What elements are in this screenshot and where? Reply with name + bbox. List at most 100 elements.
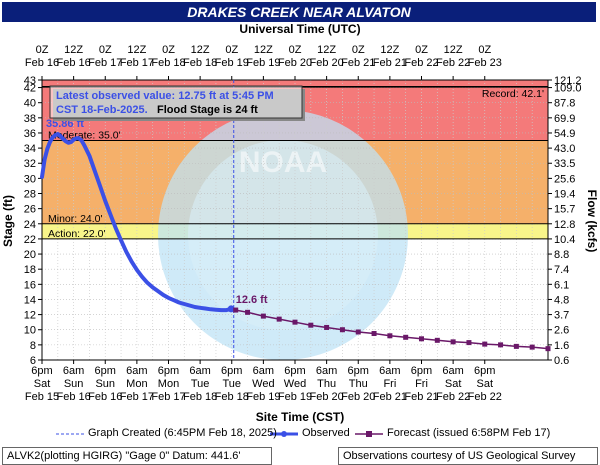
- flow-tick-label: 19.4: [554, 189, 575, 201]
- x-tick-time: 6pm: [284, 365, 305, 377]
- left-axis-title: Stage (ft): [1, 195, 15, 247]
- forecast-point: [387, 333, 393, 339]
- y-tick-label: 8: [30, 340, 36, 352]
- top-tick-time: 12Z: [64, 44, 83, 56]
- top-tick-date: Feb 19: [246, 57, 280, 69]
- x-tick-time: 6pm: [158, 365, 179, 377]
- flow-tick-label: 10.4: [554, 234, 575, 246]
- flow-tick-label: 121.2: [554, 75, 582, 87]
- y-tick-label: 18: [24, 264, 36, 276]
- flow-tick-label: 109.0: [554, 83, 582, 95]
- peak-label: 35.86 ft: [46, 118, 84, 130]
- legend: Graph Created (6:45PM Feb 18, 2025) Obse…: [0, 426, 600, 442]
- noaa-watermark-inner: [188, 140, 378, 330]
- observed-series-line: [40, 132, 234, 313]
- x-tick-time: 6am: [379, 365, 400, 377]
- x-tick-date: Feb 17: [120, 391, 154, 403]
- top-tick-time: 0Z: [99, 44, 112, 56]
- footer-datum: ALVK2(plotting HGIRG) "Gage 0" Datum: 44…: [2, 447, 272, 465]
- top-tick-date: Feb 22: [436, 57, 470, 69]
- action-label: Action: 22.0': [48, 228, 105, 240]
- x-tick-date: Feb 21: [404, 391, 438, 403]
- forecast-point: [403, 334, 409, 340]
- forecast-point: [292, 319, 298, 325]
- top-tick-time: 0Z: [289, 44, 302, 56]
- x-tick-time: 6am: [316, 365, 337, 377]
- observed-latest-point: [227, 305, 235, 313]
- legend-forecast-marker: [366, 431, 372, 437]
- y-tick-label: 24: [24, 219, 36, 231]
- minor-label: Minor: 24.0': [48, 213, 103, 225]
- latest-value-label: 12.6 ft: [236, 294, 268, 306]
- forecast-point: [498, 342, 504, 348]
- top-tick-date: Feb 18: [151, 57, 185, 69]
- x-tick-day: Fri: [383, 378, 396, 390]
- x-tick-day: Thu: [317, 378, 336, 390]
- x-tick-date: Feb 22: [468, 391, 502, 403]
- x-tick-day: Wed: [252, 378, 274, 390]
- forecast-point: [482, 341, 488, 347]
- top-tick-time: 0Z: [162, 44, 175, 56]
- x-tick-time: 6am: [189, 365, 210, 377]
- top-tick-time: 12Z: [317, 44, 336, 56]
- flow-tick-label: 8.8: [554, 249, 569, 261]
- y-tick-label: 12: [24, 310, 36, 322]
- y-tick-label: 20: [24, 249, 36, 261]
- flow-tick-label: 25.6: [554, 173, 575, 185]
- forecast-point: [260, 313, 266, 319]
- top-tick-date: Feb 20: [310, 57, 344, 69]
- flow-tick-label: 1.6: [554, 340, 569, 352]
- info-box-line2b: Flood Stage is 24 ft: [157, 104, 258, 116]
- flow-tick-label: 6.1: [554, 279, 569, 291]
- top-tick-time: 0Z: [36, 44, 49, 56]
- x-tick-time: 6am: [442, 365, 463, 377]
- x-tick-day: Sat: [476, 378, 493, 390]
- x-tick-day: Sat: [445, 378, 462, 390]
- plot-area: NOAA 6 8 10 12 14 16 18 20 22 24 26 28 30 32 34 36 38 40 42…: [24, 44, 582, 403]
- x-tick-time: 6pm: [221, 365, 242, 377]
- flow-tick-label: 54.9: [554, 128, 575, 140]
- x-tick-date: Feb 22: [436, 391, 470, 403]
- forecast-point: [419, 336, 424, 342]
- y-tick-label: 6: [30, 355, 36, 367]
- top-tick-date: Feb 23: [468, 57, 502, 69]
- y-tick-label: 28: [24, 189, 36, 201]
- forecast-point: [450, 339, 456, 345]
- x-tick-day: Sun: [95, 378, 115, 390]
- top-tick-time: 0Z: [478, 44, 491, 56]
- flow-tick-label: 7.4: [554, 264, 569, 276]
- forecast-point: [339, 327, 345, 333]
- top-tick-date: Feb 17: [120, 57, 154, 69]
- flow-tick-label: 4.8: [554, 294, 569, 306]
- top-tick-date: Feb 16: [57, 57, 91, 69]
- legend-observed-label: Observed: [302, 427, 350, 439]
- forecast-point: [434, 337, 440, 343]
- flow-tick-label: 43.0: [554, 143, 575, 155]
- y-tick-label: 32: [24, 158, 36, 170]
- forecast-point: [545, 346, 551, 352]
- x-tick-day: Mon: [126, 378, 147, 390]
- y-tick-label: 16: [24, 279, 36, 291]
- y-tick-label: 38: [24, 113, 36, 125]
- x-tick-time: 6pm: [474, 365, 495, 377]
- top-tick-date: Feb 21: [341, 57, 375, 69]
- y-tick-label: 10: [24, 325, 36, 337]
- x-tick-day: Wed: [284, 378, 306, 390]
- y-tick-label: 43: [24, 75, 36, 87]
- forecast-point: [308, 322, 314, 328]
- top-tick-date: Feb 20: [278, 57, 312, 69]
- forecast-point: [233, 307, 239, 313]
- top-tick-time: 0Z: [415, 44, 428, 56]
- y-tick-label: 36: [24, 128, 36, 140]
- record-label: Record: 42.1': [482, 88, 544, 100]
- right-axis-title: Flow (kcfs): [585, 190, 599, 253]
- y-tick-label: 22: [24, 234, 36, 246]
- y-tick-label: 30: [24, 173, 36, 185]
- forecast-point: [371, 331, 377, 337]
- x-tick-date: Feb 17: [151, 391, 185, 403]
- x-tick-day: Tue: [222, 378, 241, 390]
- top-tick-date: Feb 21: [373, 57, 407, 69]
- x-tick-date: Feb 19: [278, 391, 312, 403]
- flow-tick-label: 69.9: [554, 113, 575, 125]
